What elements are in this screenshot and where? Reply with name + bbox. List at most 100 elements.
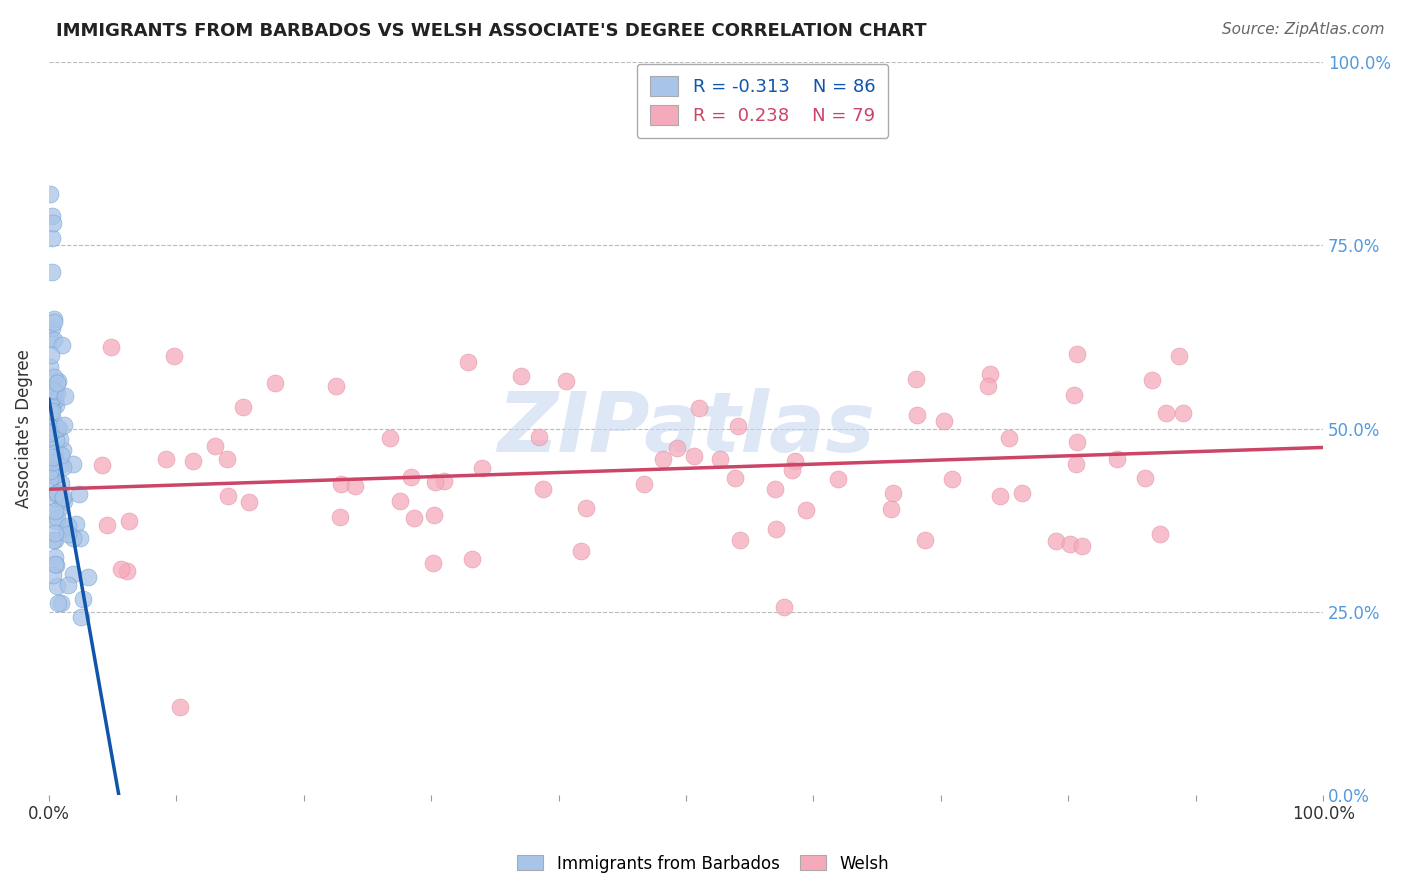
Point xyxy=(44,393,66,408)
Point xyxy=(41,231,63,245)
Legend: R = -0.313    N = 86, R =  0.238    N = 79: R = -0.313 N = 86, R = 0.238 N = 79 xyxy=(637,64,889,138)
Point xyxy=(42,334,65,348)
Point xyxy=(44,491,66,505)
Point xyxy=(45,421,67,435)
Point xyxy=(49,458,72,472)
Text: Source: ZipAtlas.com: Source: ZipAtlas.com xyxy=(1222,22,1385,37)
Point xyxy=(46,374,69,388)
Point xyxy=(569,544,592,558)
Point xyxy=(343,479,366,493)
Point xyxy=(46,596,69,610)
Point xyxy=(42,567,65,582)
Point xyxy=(423,475,446,489)
Point xyxy=(52,459,75,474)
Point xyxy=(44,469,66,483)
Point xyxy=(460,551,482,566)
Point xyxy=(45,398,67,412)
Point xyxy=(51,338,73,352)
Point xyxy=(330,476,353,491)
Point xyxy=(44,446,66,460)
Point xyxy=(1168,350,1191,364)
Point xyxy=(264,376,287,391)
Point xyxy=(52,442,75,457)
Point xyxy=(67,487,90,501)
Point xyxy=(728,533,751,547)
Point xyxy=(1059,537,1081,551)
Point xyxy=(42,216,65,230)
Point xyxy=(42,455,65,469)
Point xyxy=(941,472,963,486)
Point xyxy=(118,514,141,528)
Point xyxy=(914,533,936,547)
Point xyxy=(765,522,787,536)
Point xyxy=(45,558,67,572)
Point xyxy=(41,321,63,335)
Point xyxy=(232,400,254,414)
Point xyxy=(39,419,62,434)
Point xyxy=(633,477,655,491)
Point xyxy=(780,462,803,476)
Point xyxy=(422,508,444,522)
Point xyxy=(100,340,122,354)
Point xyxy=(65,516,87,531)
Point xyxy=(90,458,112,472)
Point xyxy=(422,556,444,570)
Point xyxy=(794,502,817,516)
Point xyxy=(45,487,67,501)
Point xyxy=(56,577,79,591)
Point xyxy=(1063,388,1085,402)
Point xyxy=(181,453,204,467)
Point xyxy=(763,482,786,496)
Point xyxy=(783,454,806,468)
Point xyxy=(905,408,928,422)
Point xyxy=(72,591,94,606)
Point xyxy=(1070,539,1092,553)
Point xyxy=(880,502,903,516)
Point xyxy=(682,450,704,464)
Point xyxy=(42,413,65,427)
Point xyxy=(510,369,533,384)
Point xyxy=(998,431,1021,445)
Point xyxy=(399,470,422,484)
Point xyxy=(772,600,794,615)
Point xyxy=(724,471,747,485)
Point xyxy=(42,450,65,464)
Point xyxy=(155,452,177,467)
Point xyxy=(471,460,494,475)
Point xyxy=(41,402,63,417)
Point xyxy=(44,557,66,571)
Point xyxy=(977,378,1000,392)
Point xyxy=(433,474,456,488)
Point xyxy=(42,533,65,547)
Point xyxy=(169,700,191,714)
Point xyxy=(110,562,132,576)
Text: IMMIGRANTS FROM BARBADOS VS WELSH ASSOCIATE'S DEGREE CORRELATION CHART: IMMIGRANTS FROM BARBADOS VS WELSH ASSOCI… xyxy=(56,22,927,40)
Point xyxy=(979,367,1001,381)
Point xyxy=(1171,406,1194,420)
Point xyxy=(45,376,67,390)
Point xyxy=(45,514,67,528)
Point xyxy=(325,379,347,393)
Point xyxy=(388,494,411,508)
Point xyxy=(1140,373,1163,387)
Point xyxy=(882,486,904,500)
Point xyxy=(378,431,401,445)
Point xyxy=(215,451,238,466)
Point xyxy=(53,418,76,433)
Point xyxy=(44,533,66,548)
Point xyxy=(1066,435,1088,450)
Point xyxy=(46,503,69,517)
Y-axis label: Associate's Degree: Associate's Degree xyxy=(15,349,32,508)
Point xyxy=(42,469,65,483)
Point xyxy=(39,348,62,362)
Point xyxy=(402,511,425,525)
Point xyxy=(39,331,62,345)
Point xyxy=(457,354,479,368)
Point xyxy=(39,471,62,485)
Point xyxy=(932,414,955,428)
Point xyxy=(1011,485,1033,500)
Point xyxy=(76,570,98,584)
Point xyxy=(69,610,91,624)
Point xyxy=(46,385,69,400)
Point xyxy=(238,495,260,509)
